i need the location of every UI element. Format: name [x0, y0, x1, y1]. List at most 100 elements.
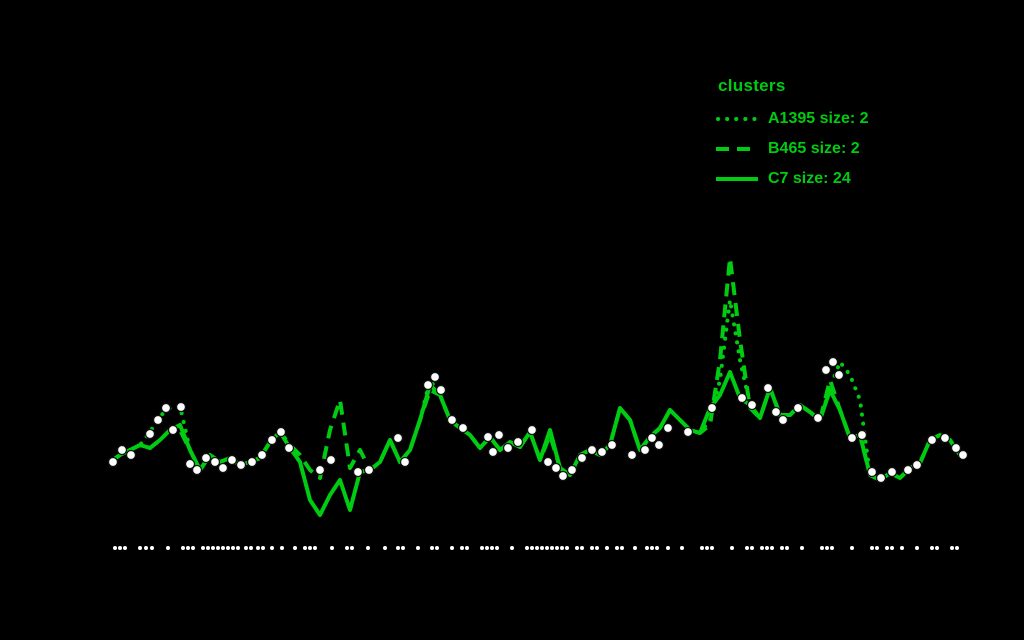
data-point-marker	[175, 401, 187, 413]
rug-dot	[330, 546, 334, 550]
rug-dot	[830, 546, 834, 550]
data-point-marker	[184, 458, 196, 470]
data-point-marker	[550, 462, 562, 474]
data-point-marker	[107, 456, 119, 468]
rug-dot	[350, 546, 354, 550]
rug-dot	[825, 546, 829, 550]
data-point-marker	[792, 402, 804, 414]
dashed-line-icon	[716, 147, 758, 151]
data-point-marker	[566, 464, 578, 476]
data-point-marker	[586, 444, 598, 456]
rug-dot	[745, 546, 749, 550]
rug-dot	[530, 546, 534, 550]
data-point-marker	[275, 426, 287, 438]
rug-dot	[850, 546, 854, 550]
rug-dot	[705, 546, 709, 550]
rug-dot	[144, 546, 148, 550]
data-point-marker	[833, 369, 845, 381]
rug-dot	[226, 546, 230, 550]
rug-dot	[760, 546, 764, 550]
data-point-marker	[886, 466, 898, 478]
rug-dot	[313, 546, 317, 550]
legend-item-b465: B465 size: 2	[716, 134, 869, 164]
data-point-marker	[706, 402, 718, 414]
rug-dot	[655, 546, 659, 550]
series-line-a1395	[108, 298, 962, 517]
data-point-marker	[314, 464, 326, 476]
rug-dot	[550, 546, 554, 550]
data-point-marker	[144, 428, 156, 440]
series-line-c7	[108, 370, 962, 517]
rug-dot	[645, 546, 649, 550]
rug-dot	[785, 546, 789, 550]
rug-dot	[780, 546, 784, 550]
rug-dot	[710, 546, 714, 550]
rug-dot	[123, 546, 127, 550]
data-point-marker	[526, 424, 538, 436]
data-point-marker	[363, 464, 375, 476]
data-point-marker	[512, 436, 524, 448]
rug-dot	[700, 546, 704, 550]
data-point-marker	[116, 444, 128, 456]
rug-dot	[430, 546, 434, 550]
data-point-marker	[812, 412, 824, 424]
rug-dot	[221, 546, 225, 550]
rug-dot	[138, 546, 142, 550]
rug-dot	[765, 546, 769, 550]
rug-dot	[150, 546, 154, 550]
rug-dot	[875, 546, 879, 550]
rug-dot	[396, 546, 400, 550]
rug-dot	[650, 546, 654, 550]
data-point-marker	[160, 402, 172, 414]
data-point-marker	[596, 446, 608, 458]
data-point-marker	[435, 384, 447, 396]
data-point-marker	[191, 464, 203, 476]
rug-dot	[730, 546, 734, 550]
data-point-marker	[352, 466, 364, 478]
rug-dot	[800, 546, 804, 550]
legend-label-a1395: A1395 size: 2	[768, 110, 869, 127]
rug-dot	[535, 546, 539, 550]
rug-dot	[308, 546, 312, 550]
rug-dot	[280, 546, 284, 550]
legend-item-a1395: A1395 size: 2	[716, 104, 869, 134]
rug-dot	[236, 546, 240, 550]
rug-dot	[166, 546, 170, 550]
rug-dot	[935, 546, 939, 550]
legend-label-c7: C7 size: 24	[768, 170, 851, 187]
data-point-marker	[820, 364, 832, 376]
rug-dot	[191, 546, 195, 550]
solid-line-icon	[716, 177, 758, 181]
rug-dot	[480, 546, 484, 550]
rug-dot	[555, 546, 559, 550]
rug-dot	[870, 546, 874, 550]
data-point-marker	[266, 434, 278, 446]
rug-dot	[950, 546, 954, 550]
data-point-marker	[662, 422, 674, 434]
data-point-marker	[422, 379, 434, 391]
rug-dot	[575, 546, 579, 550]
rug-dot	[820, 546, 824, 550]
rug-dot	[900, 546, 904, 550]
data-point-marker	[493, 429, 505, 441]
data-point-marker	[167, 424, 179, 436]
data-point-marker	[256, 449, 268, 461]
data-point-marker	[125, 449, 137, 461]
rug-dot	[620, 546, 624, 550]
rug-marks	[113, 546, 959, 550]
rug-dot	[525, 546, 529, 550]
data-point-marker	[777, 414, 789, 426]
rug-dot	[540, 546, 544, 550]
data-point-marker	[875, 472, 887, 484]
data-point-marker	[457, 422, 469, 434]
data-point-marker	[399, 456, 411, 468]
data-point-marker	[639, 444, 651, 456]
rug-dot	[590, 546, 594, 550]
rug-dot	[615, 546, 619, 550]
data-point-marker	[653, 439, 665, 451]
data-point-marker	[557, 470, 569, 482]
rug-dot	[605, 546, 609, 550]
rug-dot	[770, 546, 774, 550]
data-point-marker	[152, 414, 164, 426]
